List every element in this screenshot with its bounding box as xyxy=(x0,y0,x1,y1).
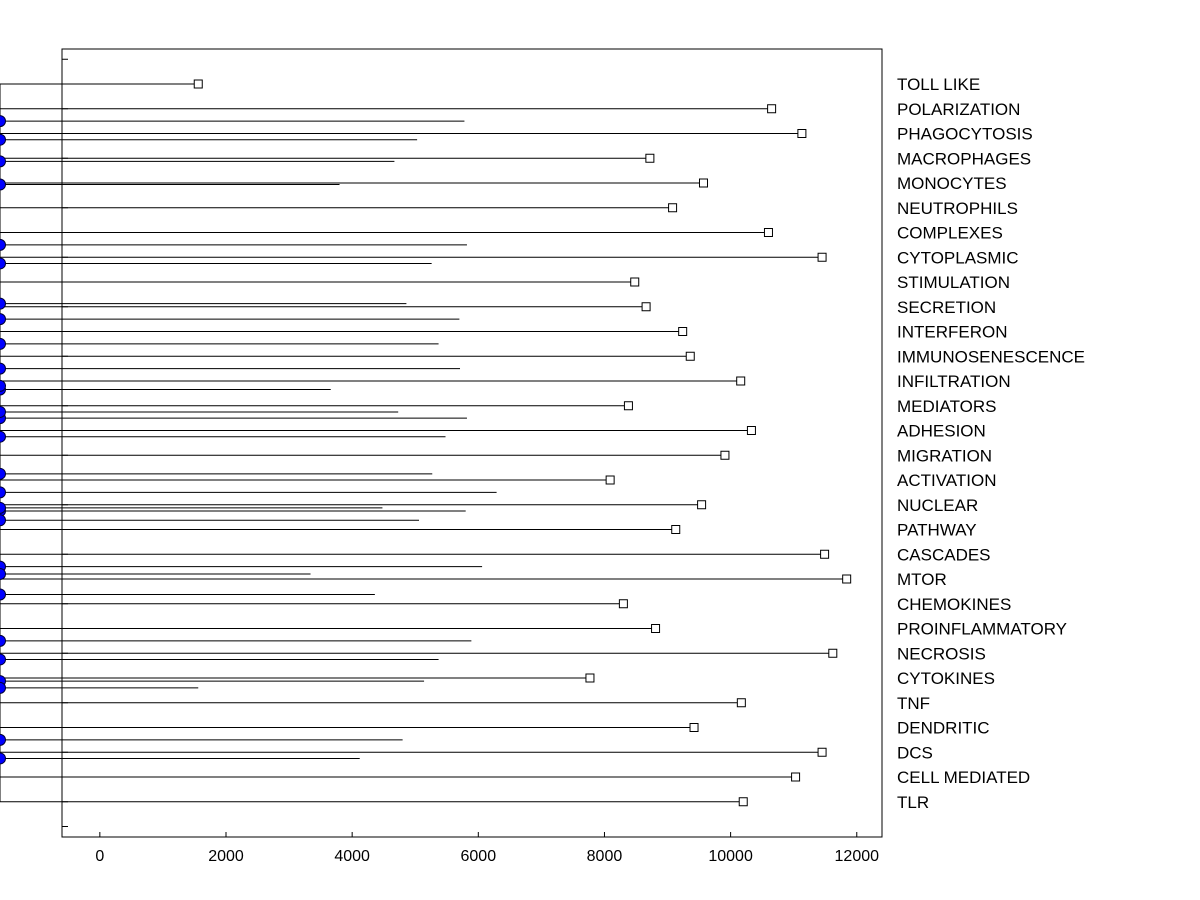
leaf-label: DENDRITIC xyxy=(897,719,990,738)
leaf-label: INTERFERON xyxy=(897,323,1008,342)
leaf-label: INFILTRATION xyxy=(897,372,1011,391)
leaf-marker xyxy=(698,178,708,188)
leaf-marker xyxy=(193,79,203,89)
merge-node xyxy=(0,405,6,418)
plot-frame xyxy=(61,48,883,838)
leaf-label: MONOCYTES xyxy=(897,174,1007,193)
leaf-label: PHAGOCYTOSIS xyxy=(897,125,1033,144)
leaf-label: ADHESION xyxy=(897,422,986,441)
merge-node xyxy=(0,155,6,168)
merge-node xyxy=(0,467,6,480)
merge-node xyxy=(0,133,6,146)
leaf-label: CYTOPLASMIC xyxy=(897,248,1019,267)
leaf-label: CELL MEDIATED xyxy=(897,768,1030,787)
leaf-marker xyxy=(618,599,628,609)
leaf-marker xyxy=(685,351,695,361)
x-axis: 0 2000 4000 6000 8000 10000 12000 xyxy=(95,832,879,865)
leaf-label: TNF xyxy=(897,694,930,713)
x-tick-label: 2000 xyxy=(208,848,244,865)
leaf-marker xyxy=(767,104,777,114)
dendrogram-links xyxy=(0,83,847,803)
merge-node xyxy=(0,313,6,326)
leaf-marker xyxy=(797,129,807,138)
leaf-label: CYTOKINES xyxy=(897,669,995,688)
leaf-labels: TOLL LIKE POLARIZATION PHAGOCYTOSIS MACROPH… xyxy=(897,75,1085,812)
merge-node xyxy=(0,733,6,746)
merge-nodes xyxy=(0,115,6,765)
merge-node xyxy=(0,588,6,601)
leaf-label: CHEMOKINES xyxy=(897,595,1011,614)
leaf-marker xyxy=(842,574,852,584)
merge-node xyxy=(0,178,6,191)
leaf-marker xyxy=(738,797,748,807)
leaf-marker xyxy=(668,203,678,213)
merge-node xyxy=(0,238,6,251)
leaf-marker xyxy=(605,475,615,485)
x-tick-label: 6000 xyxy=(461,848,497,865)
merge-node xyxy=(0,337,6,350)
leaf-label: TLR xyxy=(897,793,929,812)
merge-node xyxy=(0,514,6,527)
merge-node xyxy=(0,362,6,375)
leaf-marker xyxy=(736,698,746,708)
merge-node xyxy=(0,501,6,514)
leaf-marker xyxy=(678,327,688,336)
y-tick-marks xyxy=(62,58,68,827)
leaf-label: MIGRATION xyxy=(897,446,992,465)
leaf-label: ACTIVATION xyxy=(897,471,997,490)
leaf-marker xyxy=(645,153,655,163)
leaf-marker xyxy=(651,624,661,633)
merge-node xyxy=(0,634,6,647)
leaf-marker xyxy=(671,525,681,534)
merge-node xyxy=(0,115,6,128)
leaf-marker xyxy=(641,302,651,312)
leaf-label: PATHWAY xyxy=(897,521,977,540)
leaf-marker xyxy=(828,648,838,658)
leaf-label: MEDIATORS xyxy=(897,397,997,416)
merge-node xyxy=(0,297,6,310)
leaf-label: NEUTROPHILS xyxy=(897,199,1018,218)
leaf-label: MACROPHAGES xyxy=(897,149,1031,168)
merge-node xyxy=(0,653,6,666)
x-tick-label: 0 xyxy=(95,848,104,865)
leaf-marker xyxy=(820,549,830,559)
leaf-marker xyxy=(817,252,827,262)
x-tick-label: 4000 xyxy=(334,848,370,865)
x-tick-label: 10000 xyxy=(708,848,753,865)
leaf-label: PROINFLAMMATORY xyxy=(897,620,1067,639)
leaf-marker xyxy=(736,376,746,386)
leaf-label: POLARIZATION xyxy=(897,100,1020,119)
leaf-label: IMMUNOSENESCENCE xyxy=(897,347,1085,366)
leaf-markers xyxy=(193,79,852,807)
merge-node xyxy=(0,681,6,694)
merge-node xyxy=(0,486,6,499)
x-tick-label: 8000 xyxy=(587,848,623,865)
leaf-label: DCS xyxy=(897,743,933,762)
merge-node xyxy=(0,257,6,270)
leaf-marker xyxy=(817,747,827,757)
leaf-marker xyxy=(746,426,756,435)
leaf-label: MTOR xyxy=(897,570,947,589)
leaf-label: SECRETION xyxy=(897,298,996,317)
leaf-marker xyxy=(720,450,730,460)
merge-node xyxy=(0,430,6,443)
leaf-label: COMPLEXES xyxy=(897,224,1003,243)
leaf-label: CASCADES xyxy=(897,545,991,564)
leaf-marker xyxy=(585,673,595,683)
leaf-marker xyxy=(630,277,640,287)
leaf-label: STIMULATION xyxy=(897,273,1010,292)
leaf-marker xyxy=(697,500,707,510)
leaf-marker xyxy=(791,772,801,782)
merge-node xyxy=(0,379,6,392)
leaf-label: NUCLEAR xyxy=(897,496,978,515)
leaf-marker xyxy=(763,228,773,237)
leaf-label: TOLL LIKE xyxy=(897,75,980,94)
leaf-label: NECROSIS xyxy=(897,644,986,663)
merge-node xyxy=(0,752,6,765)
merge-node xyxy=(0,567,6,580)
x-tick-label: 12000 xyxy=(835,848,880,865)
leaf-marker xyxy=(623,401,633,411)
leaf-marker xyxy=(689,723,699,732)
